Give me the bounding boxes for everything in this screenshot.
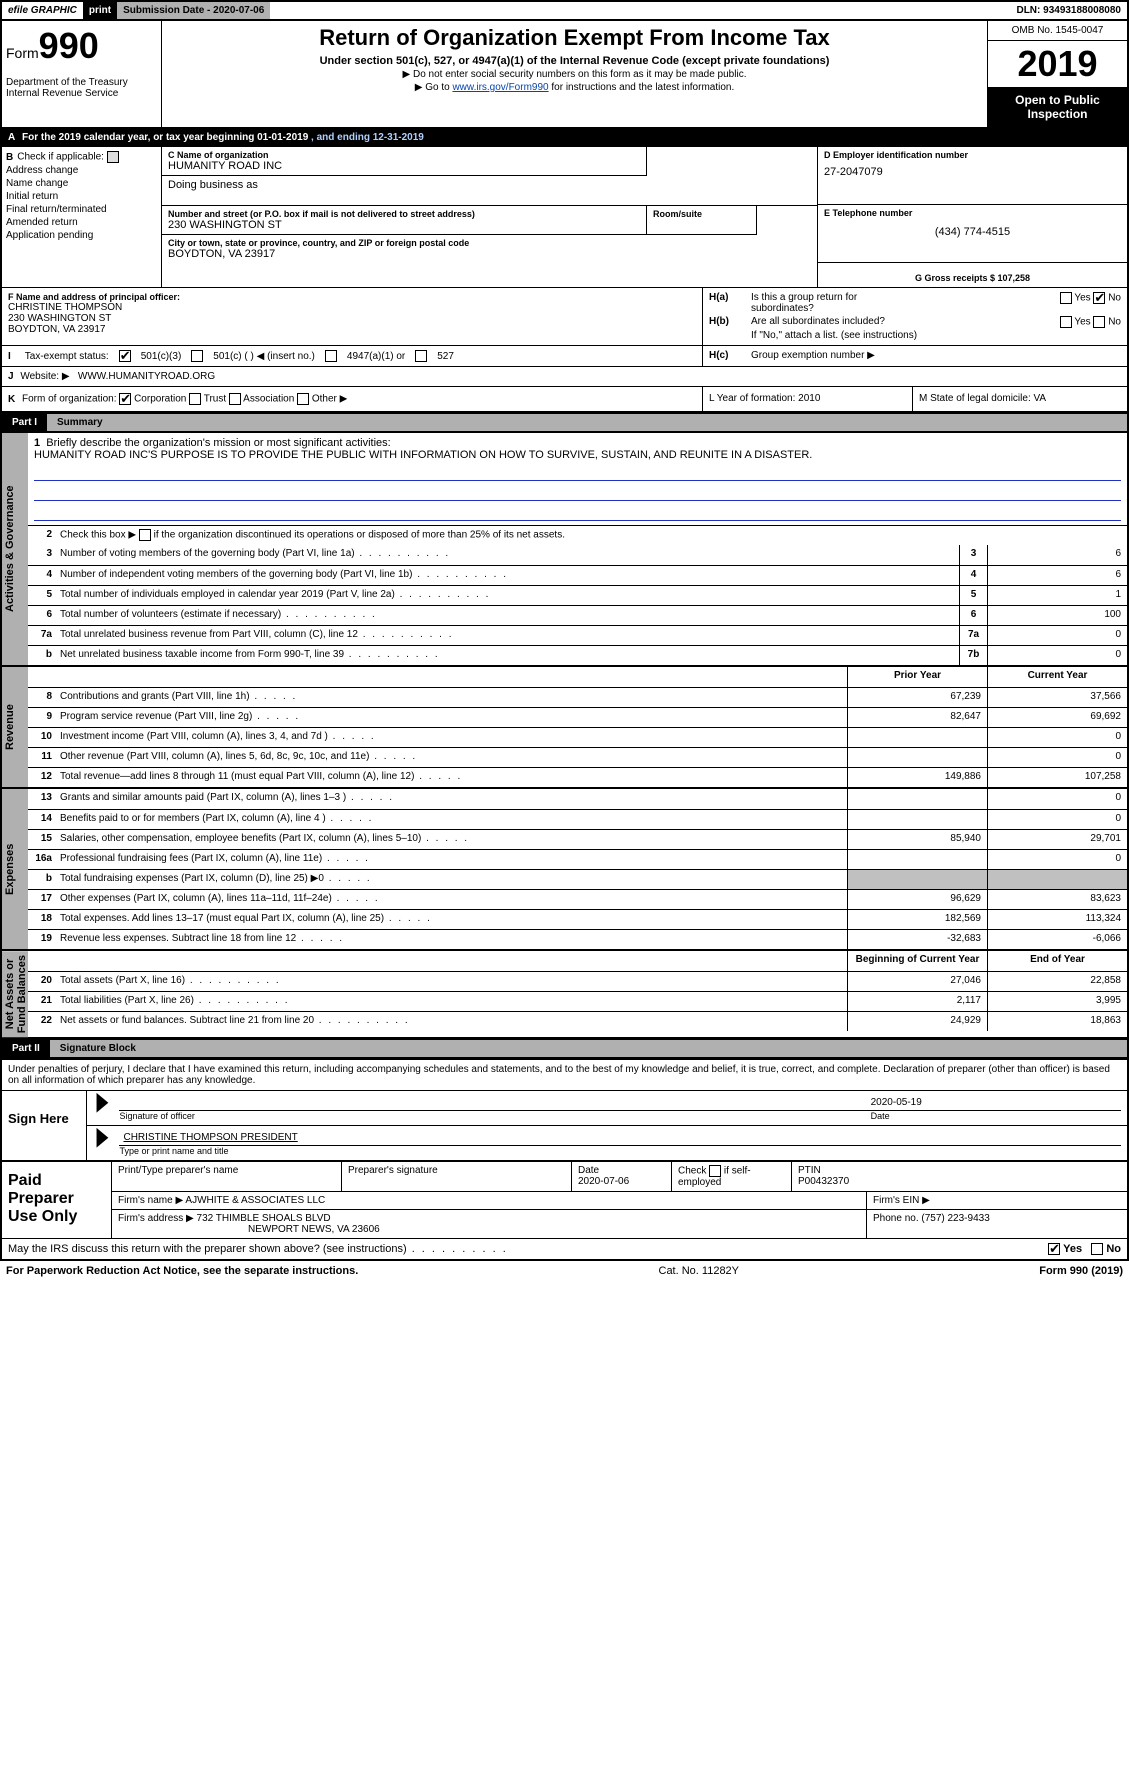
form-prefix: Form xyxy=(6,45,39,61)
discuss-yes[interactable] xyxy=(1048,1243,1060,1255)
org-name: HUMANITY ROAD INC xyxy=(168,160,640,172)
section-fh: F Name and address of principal officer:… xyxy=(0,287,1129,345)
signature-block: Under penalties of perjury, I declare th… xyxy=(0,1059,1129,1162)
col-c: C Name of organization HUMANITY ROAD INC… xyxy=(162,147,817,287)
firm-name: AJWHITE & ASSOCIATES LLC xyxy=(185,1195,325,1206)
city: BOYDTON, VA 23917 xyxy=(168,248,811,260)
website: WWW.HUMANITYROAD.ORG xyxy=(78,371,215,382)
prep-phone: Phone no. (757) 223-9433 xyxy=(867,1210,1127,1238)
section-bcde: BCheck if applicable: Address change Nam… xyxy=(0,146,1129,287)
hb-yes[interactable] xyxy=(1060,316,1072,328)
net-assets: Net Assets or Fund Balances Beginning of… xyxy=(0,951,1129,1039)
tax-year: 2019 xyxy=(988,41,1127,87)
dept-treasury: Department of the Treasury Internal Reve… xyxy=(6,77,157,99)
chk-b-master[interactable] xyxy=(107,151,119,163)
part1-header: Part I Summary xyxy=(0,413,1129,433)
i-4947[interactable] xyxy=(325,350,337,362)
activities-governance: Activities & Governance 1 Briefly descri… xyxy=(0,433,1129,667)
form-number: 990 xyxy=(39,25,99,66)
state-domicile: M State of legal domicile: VA xyxy=(913,387,1127,411)
mission: 1 Briefly describe the organization's mi… xyxy=(28,433,1127,525)
l2-check[interactable] xyxy=(139,529,151,541)
form-header: Form990 Department of the Treasury Inter… xyxy=(0,21,1129,127)
part2-header: Part II Signature Block xyxy=(0,1039,1129,1059)
col-h: H(a) Is this a group return for subordin… xyxy=(703,288,1127,345)
dba-label: Doing business as xyxy=(168,179,811,191)
form-id-block: Form990 Department of the Treasury Inter… xyxy=(2,21,162,127)
footer: For Paperwork Reduction Act Notice, see … xyxy=(0,1261,1129,1281)
section-klm: K Form of organization: Corporation Trus… xyxy=(0,386,1129,413)
period-bar: A For the 2019 calendar year, or tax yea… xyxy=(2,129,1127,146)
main-title: Return of Organization Exempt From Incom… xyxy=(166,25,983,51)
hb-no[interactable] xyxy=(1093,316,1105,328)
k-assoc[interactable] xyxy=(229,393,241,405)
dln: DLN: 93493188008080 xyxy=(1010,2,1127,19)
street: 230 WASHINGTON ST xyxy=(168,219,640,231)
irs-link[interactable]: www.irs.gov/Form990 xyxy=(452,82,548,93)
sub-title: Under section 501(c), 527, or 4947(a)(1)… xyxy=(166,55,983,67)
discuss-row: May the IRS discuss this return with the… xyxy=(0,1239,1129,1261)
efile-bar: efile GRAPHIC print Submission Date - 20… xyxy=(0,0,1129,21)
phone: (434) 774-4515 xyxy=(824,226,1121,238)
col-f: F Name and address of principal officer:… xyxy=(2,288,703,345)
discuss-no[interactable] xyxy=(1091,1243,1103,1255)
sig-arrow-icon: ▶ xyxy=(97,1095,108,1121)
revenue: Revenue Prior YearCurrent Year 8Contribu… xyxy=(0,667,1129,789)
section-j: J Website: ▶ WWW.HUMANITYROAD.ORG xyxy=(0,366,1129,386)
note-goto: ▶ Go to www.irs.gov/Form990 for instruct… xyxy=(166,82,983,93)
officer-name: CHRISTINE THOMPSON PRESIDENT xyxy=(119,1130,1121,1146)
k-corp[interactable] xyxy=(119,393,131,405)
ha-no[interactable] xyxy=(1093,292,1105,304)
sign-here: Sign Here xyxy=(2,1091,87,1160)
ein: 27-2047079 xyxy=(824,166,1121,178)
i-527[interactable] xyxy=(415,350,427,362)
year-formation: L Year of formation: 2010 xyxy=(703,387,913,411)
k-other[interactable] xyxy=(297,393,309,405)
header-mid: Return of Organization Exempt From Incom… xyxy=(162,21,987,127)
i-501c[interactable] xyxy=(191,350,203,362)
efile-graphic: efile GRAPHIC xyxy=(2,2,83,19)
b-checklist: Address change Name change Initial retur… xyxy=(6,165,157,241)
submission-date: Submission Date - 2020-07-06 xyxy=(117,2,270,19)
expenses: Expenses 13Grants and similar amounts pa… xyxy=(0,789,1129,951)
k-trust[interactable] xyxy=(189,393,201,405)
col-b: BCheck if applicable: Address change Nam… xyxy=(2,147,162,287)
section-i: I Tax-exempt status: 501(c)(3) 501(c) ( … xyxy=(0,345,1129,366)
i-501c3[interactable] xyxy=(119,350,131,362)
omb-number: OMB No. 1545-0047 xyxy=(988,21,1127,41)
efile-print[interactable]: print xyxy=(83,2,117,19)
period-row: A For the 2019 calendar year, or tax yea… xyxy=(0,127,1129,146)
sig-arrow-icon: ▶ xyxy=(97,1130,108,1156)
sig-date: 2020-05-19 xyxy=(867,1095,1121,1111)
prep-self-emp[interactable] xyxy=(709,1165,721,1177)
header-right: OMB No. 1545-0047 2019 Open to Public In… xyxy=(987,21,1127,127)
col-de: D Employer identification number 27-2047… xyxy=(817,147,1127,287)
ha-yes[interactable] xyxy=(1060,292,1072,304)
gross-receipts: G Gross receipts $ 107,258 xyxy=(915,273,1030,283)
paid-preparer: Paid Preparer Use Only Print/Type prepar… xyxy=(0,1162,1129,1239)
mission-text: HUMANITY ROAD INC'S PURPOSE IS TO PROVID… xyxy=(34,449,812,461)
note-ssn: ▶ Do not enter social security numbers o… xyxy=(166,69,983,80)
open-to-public: Open to Public Inspection xyxy=(988,87,1127,127)
